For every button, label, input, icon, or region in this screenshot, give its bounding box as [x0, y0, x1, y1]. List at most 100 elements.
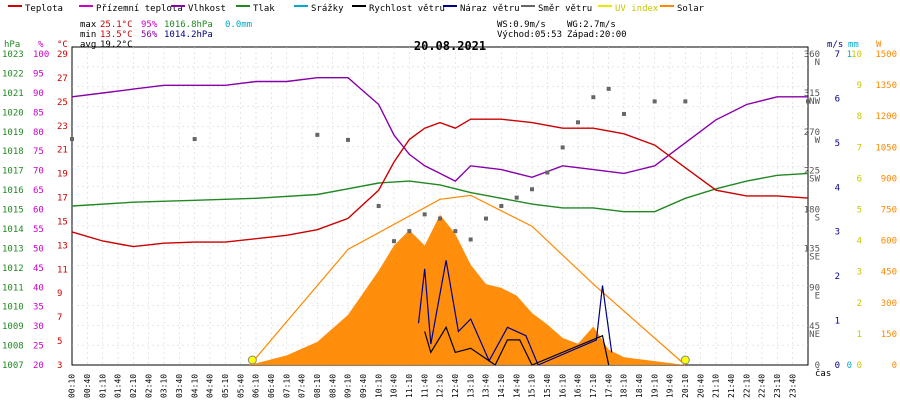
w-tick: 600 — [881, 237, 897, 247]
stat-max-press: 1016.8hPa — [164, 20, 213, 30]
ms-tick: 5 — [835, 139, 840, 149]
legend-label: UV index — [615, 4, 659, 14]
x-tick: 17:10 — [589, 374, 598, 398]
uv-tick: 5 — [857, 206, 862, 216]
uv-tick: 1 — [857, 330, 862, 340]
x-tick: 19:10 — [650, 374, 659, 398]
x-tick: 22:10 — [742, 374, 751, 398]
hpa-tick: 1020 — [2, 108, 24, 118]
x-tick: 07:40 — [298, 374, 307, 398]
uv-tick: 0 — [857, 361, 862, 371]
x-tick: 06:10 — [252, 374, 261, 398]
wind-dir-point — [346, 137, 350, 142]
x-tick: 00:40 — [83, 374, 92, 398]
x-tick: 22:40 — [758, 374, 767, 398]
x-tick: 02:40 — [144, 374, 153, 398]
wind-dir-point — [453, 229, 458, 234]
sunset-marker — [680, 355, 690, 365]
x-tick: 09:10 — [344, 374, 353, 398]
x-tick: 06:40 — [267, 374, 276, 398]
legend-swatch — [660, 5, 674, 7]
dir-tick: 0 — [815, 361, 820, 371]
hpa-tick: 1022 — [2, 69, 24, 79]
c-tick: 29 — [57, 50, 68, 60]
hpa-tick: 1021 — [2, 89, 24, 99]
x-tick: 02:10 — [129, 374, 138, 398]
w-tick: 750 — [881, 206, 897, 216]
hpa-tick: 1017 — [2, 167, 24, 177]
wind-dir-point — [422, 212, 427, 217]
hpa-tick: 1023 — [2, 50, 24, 60]
legend-swatch — [598, 5, 612, 7]
dir-label: S — [815, 214, 820, 224]
stat-min-hum: 56% — [141, 30, 158, 40]
solar-area — [72, 214, 808, 365]
x-tick: 10:40 — [390, 374, 399, 398]
pct-tick: 65 — [33, 186, 44, 196]
x-tick: 21:40 — [727, 374, 736, 398]
x-tick: 14:40 — [512, 374, 521, 398]
wind-dir-point — [683, 99, 688, 104]
dir-tick: 360 — [804, 50, 820, 60]
stat-min-label: min — [80, 30, 96, 40]
w-tick: 300 — [881, 299, 897, 309]
x-tick: 18:40 — [635, 374, 644, 398]
wind-dir-point — [545, 170, 550, 175]
legend-swatch — [236, 5, 250, 7]
wind-dir-point — [622, 111, 626, 116]
hpa-tick: 1010 — [2, 303, 24, 313]
wind-dir-point — [70, 137, 74, 142]
stat-max-hum: 95% — [141, 20, 158, 30]
humidity-line — [71, 76, 808, 182]
stat-max-rain: 0.0mm — [225, 20, 252, 30]
w-tick: 450 — [881, 268, 897, 278]
pct-tick: 50 — [33, 244, 44, 254]
legend-label: Rychlost větru — [369, 4, 445, 14]
stat-avg-label: avg — [80, 40, 96, 50]
c-tick: 13 — [57, 241, 68, 251]
wind-dir-point — [514, 195, 519, 200]
x-tick: 13:40 — [482, 374, 491, 398]
wind-dir-point — [806, 99, 810, 104]
x-tick: 00:10 — [68, 374, 77, 398]
x-tick: 04:10 — [190, 374, 199, 398]
plot-area — [70, 76, 810, 366]
wind-dir-point — [499, 204, 504, 208]
x-tick: 11:40 — [420, 374, 429, 398]
mm-tick: 0 — [847, 361, 852, 371]
unit-w: W — [876, 40, 882, 50]
w-tick: 1350 — [875, 81, 897, 91]
legend-label: Vlhkost — [188, 4, 226, 14]
x-tick: 16:40 — [574, 374, 583, 398]
dir-tick: 90 — [809, 283, 820, 293]
uv-tick: 7 — [857, 143, 862, 153]
c-tick: 27 — [57, 74, 68, 84]
legend-label: Přízemní teplota — [96, 4, 183, 14]
w-tick: 1050 — [875, 143, 897, 153]
legend-swatch — [443, 5, 457, 7]
w-tick: 1200 — [875, 112, 897, 122]
x-tick: 03:40 — [175, 374, 184, 398]
uv-tick: 9 — [857, 81, 862, 91]
hpa-tick: 1016 — [2, 186, 24, 196]
solar-max-line — [249, 194, 686, 366]
ms-tick: 2 — [835, 272, 840, 282]
stat-ws: WS:0.9m/s — [497, 20, 546, 30]
unit-c: °C — [57, 40, 68, 50]
pct-tick: 80 — [33, 128, 44, 138]
x-tick: 13:10 — [466, 374, 475, 398]
w-tick: 900 — [881, 174, 897, 184]
x-tick: 09:40 — [359, 374, 368, 398]
pct-tick: 45 — [33, 264, 44, 274]
dir-label: SW — [809, 175, 820, 185]
dir-label: NE — [809, 330, 820, 340]
c-tick: 15 — [57, 217, 68, 227]
c-tick: 5 — [57, 337, 62, 347]
wind-dir-point — [576, 120, 580, 125]
unit-mm: mm — [848, 40, 859, 50]
pct-tick: 60 — [33, 206, 44, 216]
chart-title: 20.08.2021 — [414, 39, 486, 53]
x-tick: 23:10 — [773, 374, 782, 398]
uv-tick: 4 — [857, 237, 862, 247]
ms-tick: 3 — [835, 228, 840, 238]
